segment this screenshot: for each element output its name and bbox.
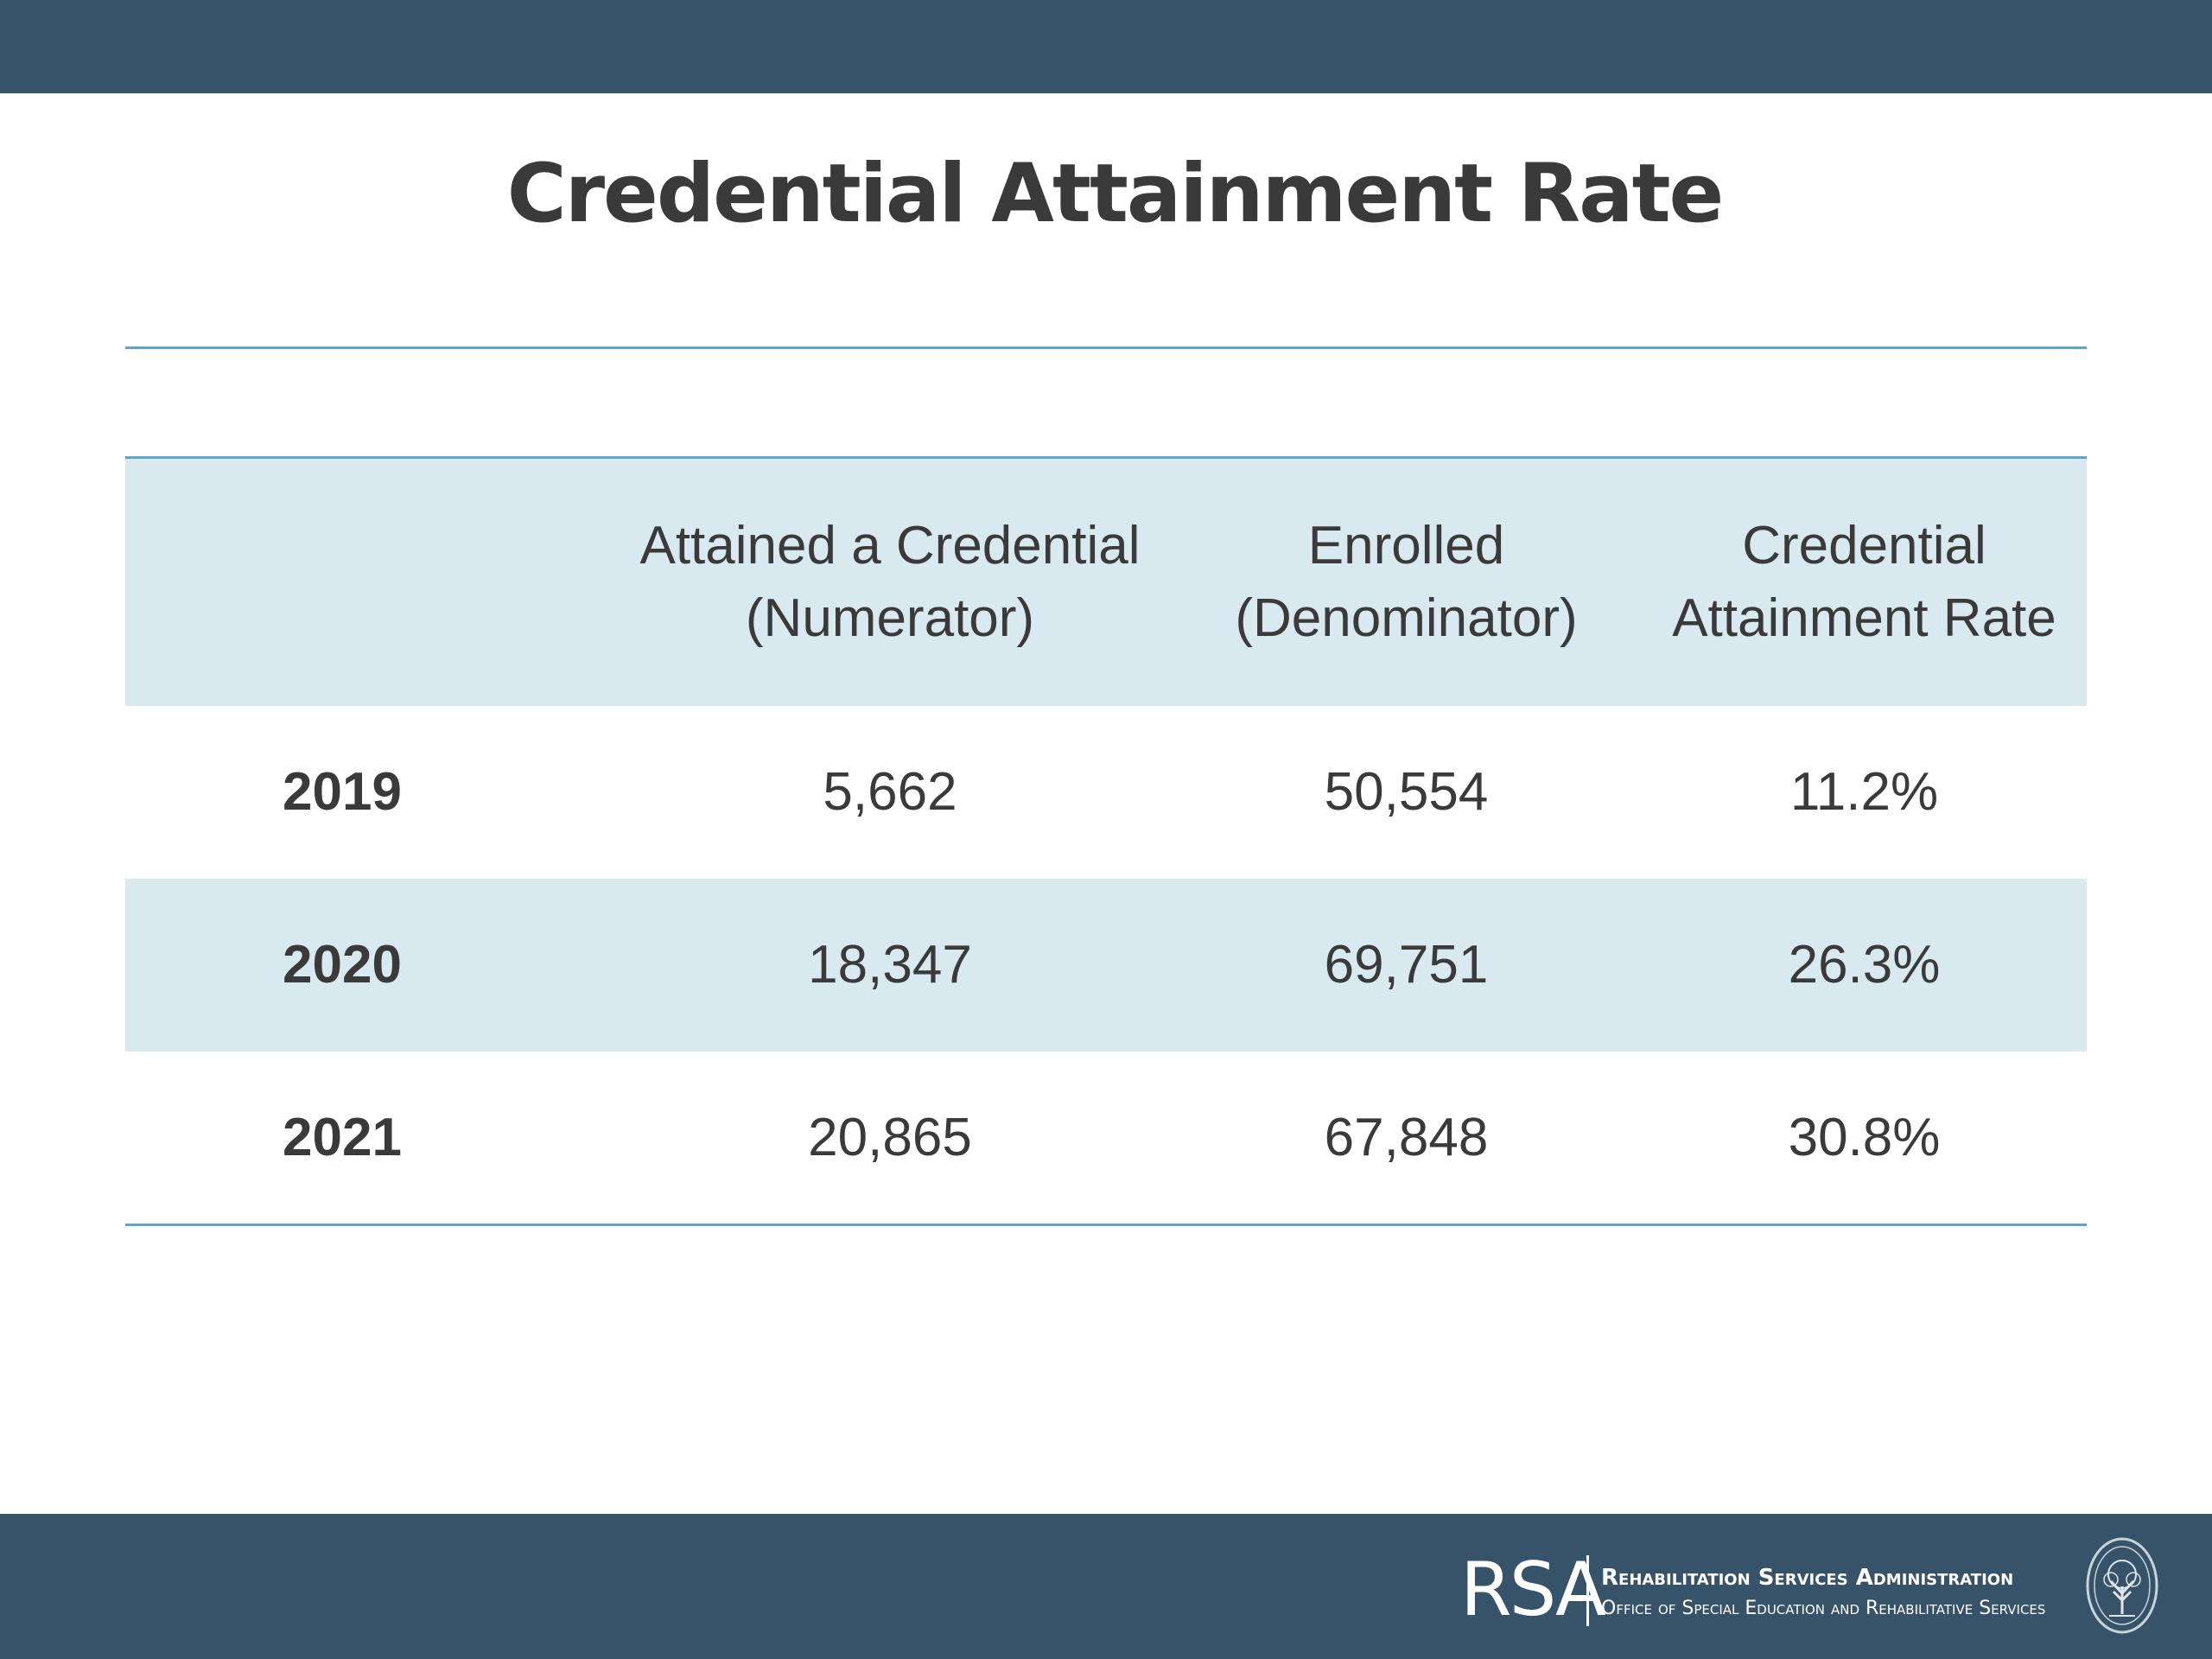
table-top-rule [125, 456, 2087, 459]
slide-title: Credential Attainment Rate [506, 147, 1725, 241]
header-cell-rate: Credential Attainment Rate [1672, 516, 2056, 648]
rsa-logo: RSA [1460, 1547, 1606, 1633]
year-cell: 2021 [283, 1108, 402, 1167]
numerator-cell: 20,865 [808, 1108, 972, 1167]
table-header-row: Attained a Credential (Numerator) Enroll… [125, 459, 2087, 706]
numerator-cell: 18,347 [808, 935, 972, 995]
denominator-cell: 69,751 [1324, 935, 1489, 995]
year-cell: 2020 [283, 935, 402, 995]
office-name: Office of Special Education and Rehabili… [1601, 1598, 2046, 1619]
top-banner [0, 0, 2212, 93]
header-cell-numerator: Attained a Credential (Numerator) [639, 516, 1141, 648]
table-row: 2019 5,662 50,554 11.2% [125, 706, 2087, 879]
table-row: 2020 18,347 69,751 26.3% [125, 879, 2087, 1052]
rate-cell: 30.8% [1788, 1108, 1941, 1167]
credential-table: Attained a Credential (Numerator) Enroll… [125, 459, 2087, 1224]
year-cell: 2019 [283, 762, 402, 822]
logo-divider [1586, 1555, 1589, 1626]
header-cell-denominator: Enrolled (Denominator) [1235, 516, 1578, 648]
agency-name: Rehabilitation Services Administration [1601, 1565, 2014, 1591]
rate-cell: 11.2% [1789, 762, 1939, 822]
numerator-cell: 5,662 [823, 762, 957, 822]
denominator-cell: 50,554 [1324, 762, 1489, 822]
table-row: 2021 20,865 67,848 30.8% [125, 1052, 2087, 1224]
rate-cell: 26.3% [1788, 935, 1941, 995]
footer-banner [0, 1514, 2212, 1659]
table-bottom-rule [125, 1224, 2087, 1226]
denominator-cell: 67,848 [1324, 1108, 1489, 1167]
top-rule [125, 346, 2087, 349]
department-seal-icon [2086, 1537, 2158, 1634]
